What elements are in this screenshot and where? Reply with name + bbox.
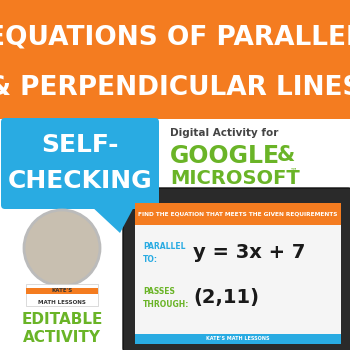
Text: ™: ™	[290, 167, 298, 175]
Bar	[135, 203, 341, 225]
Text: THROUGH:: THROUGH:	[143, 300, 189, 309]
Text: KATE'S: KATE'S	[51, 287, 73, 293]
Text: MATH LESSONS: MATH LESSONS	[38, 300, 86, 304]
Bar	[135, 203, 341, 344]
FancyBboxPatch shape	[1, 118, 159, 209]
Text: MICROSOFT: MICROSOFT	[170, 168, 300, 188]
Polygon shape	[90, 205, 135, 233]
Bar	[0, 0, 350, 119]
Bar	[26, 284, 98, 306]
Text: EDITABLE: EDITABLE	[21, 313, 103, 328]
Text: ACTIVITY: ACTIVITY	[23, 330, 101, 345]
Text: ™: ™	[265, 144, 273, 153]
Text: GOOGLE: GOOGLE	[170, 144, 280, 168]
Circle shape	[24, 210, 100, 286]
Text: & PERPENDICULAR LINES: & PERPENDICULAR LINES	[0, 75, 350, 101]
Bar	[135, 334, 341, 344]
Bar	[26, 288, 98, 294]
Text: EQUATIONS OF PARALLEL: EQUATIONS OF PARALLEL	[0, 25, 350, 51]
FancyBboxPatch shape	[123, 188, 350, 350]
Text: FIND THE EQUATION THAT MEETS THE GIVEN REQUIREMENTS: FIND THE EQUATION THAT MEETS THE GIVEN R…	[138, 211, 338, 216]
Text: TO:: TO:	[143, 255, 158, 264]
Text: KATE'S MATH LESSONS: KATE'S MATH LESSONS	[206, 336, 270, 341]
Text: SELF-: SELF-	[41, 133, 119, 158]
Text: PARALLEL: PARALLEL	[143, 242, 186, 251]
Text: CHECKING: CHECKING	[8, 169, 152, 194]
Text: (2,11): (2,11)	[193, 288, 259, 307]
Text: PASSES: PASSES	[143, 287, 175, 296]
Text: y = 3x + 7: y = 3x + 7	[193, 243, 305, 262]
Text: &: &	[277, 145, 295, 165]
Text: Digital Activity for: Digital Activity for	[170, 128, 278, 138]
